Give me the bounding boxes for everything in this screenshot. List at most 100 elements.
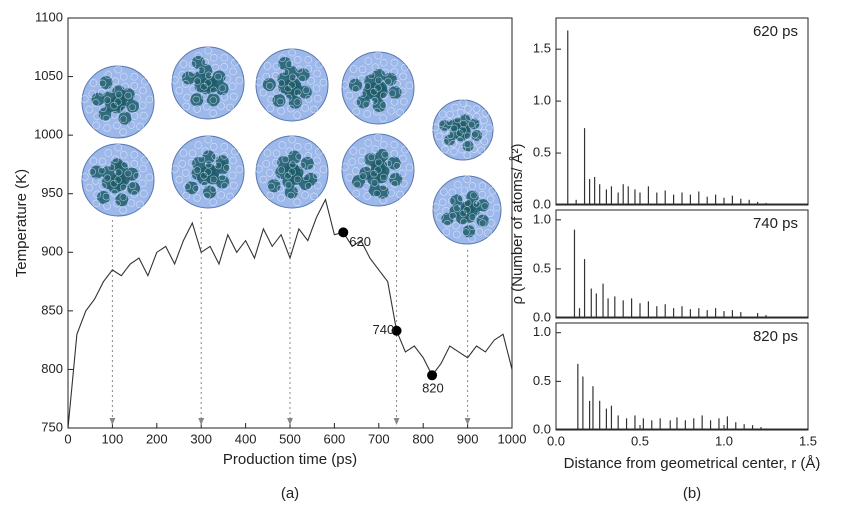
- cluster-atom: [278, 141, 287, 149]
- cluster-atom: [293, 142, 302, 151]
- cluster-atom: [229, 156, 237, 165]
- cluster-atom: [349, 147, 358, 155]
- cluster-atom: [387, 189, 395, 197]
- annotation-label: 740: [373, 322, 395, 337]
- cluster-atom: [459, 209, 468, 218]
- cluster-atom: [218, 173, 227, 182]
- cluster-atom: [119, 105, 128, 114]
- cluster-atom: [298, 74, 307, 83]
- cluster-atom: [487, 219, 496, 227]
- cluster-atom: [449, 212, 457, 220]
- cluster-atom: [220, 142, 229, 151]
- cluster-atom: [229, 181, 238, 190]
- cluster-atom: [357, 74, 366, 83]
- cluster-atom: [124, 91, 133, 100]
- cluster-atom: [370, 96, 379, 105]
- cluster-atom: [200, 82, 208, 91]
- cluster-patch: [192, 157, 206, 170]
- cluster-atom: [121, 82, 130, 91]
- x-tick-label: 1.5: [799, 433, 817, 448]
- cluster-atom: [384, 159, 393, 168]
- cluster-atom: [480, 116, 488, 125]
- cluster-atom: [313, 156, 321, 165]
- y-tick-label: 900: [41, 244, 63, 259]
- cluster-image: [171, 46, 245, 120]
- annotation-label: 620: [349, 234, 371, 249]
- cluster-atom: [209, 96, 218, 104]
- cluster-atom: [485, 124, 493, 132]
- cluster-atom: [204, 46, 213, 55]
- cluster-atom: [357, 156, 366, 165]
- cluster-atom: [91, 177, 100, 185]
- cluster-atom: [265, 169, 274, 177]
- cluster-atom: [470, 145, 478, 153]
- cluster-atom: [188, 60, 197, 69]
- cluster-atom: [209, 185, 218, 193]
- cluster-atom: [459, 218, 468, 226]
- cluster-atom: [298, 161, 307, 170]
- cluster-atom: [99, 104, 107, 112]
- cluster-atom: [458, 145, 466, 154]
- cluster-atom: [293, 88, 302, 97]
- cluster-atom: [450, 124, 458, 133]
- cluster-atom: [138, 101, 147, 110]
- cluster-atom: [235, 165, 244, 174]
- cluster-atom: [209, 175, 218, 184]
- cluster-atom: [276, 97, 285, 106]
- cluster-atom: [93, 112, 101, 121]
- y-tick-label: 0.0: [533, 309, 551, 324]
- cluster-atom: [379, 173, 388, 182]
- cluster-atom: [341, 81, 349, 89]
- cluster-atom: [399, 179, 408, 188]
- cluster-atom: [353, 180, 361, 189]
- x-axis-label: Distance from geometrical center, r (Å): [564, 455, 821, 472]
- cluster-patch: [359, 166, 373, 180]
- cluster-atom: [119, 115, 128, 123]
- cluster-atom: [133, 172, 141, 180]
- cluster-patch: [127, 181, 141, 195]
- cluster-atom: [471, 130, 479, 139]
- cluster-atom: [287, 104, 295, 113]
- cluster-atom: [401, 63, 409, 72]
- cluster-atom: [481, 202, 489, 210]
- cluster-patch: [203, 185, 217, 199]
- cluster-atom: [182, 191, 191, 200]
- cluster-atom: [288, 48, 297, 57]
- cluster-atom: [104, 71, 113, 79]
- cluster-atom: [304, 182, 313, 190]
- cluster-patch: [449, 127, 461, 139]
- cluster-atom: [139, 164, 147, 173]
- cluster-atom: [128, 181, 137, 190]
- cluster-patch: [284, 65, 298, 79]
- cluster-atom: [315, 147, 323, 156]
- cluster-atom: [119, 193, 128, 201]
- cluster-atom: [393, 162, 401, 170]
- cluster-atom: [374, 158, 383, 167]
- cluster-atom: [442, 207, 450, 215]
- cluster-atom: [214, 72, 223, 81]
- cluster-image: [431, 175, 502, 245]
- cluster-atom: [453, 115, 462, 124]
- y-tick-label: 800: [41, 361, 63, 376]
- cluster-atom: [460, 186, 469, 195]
- cluster-atom: [266, 104, 275, 113]
- cluster-atom: [379, 183, 388, 191]
- cluster-atom: [302, 173, 311, 182]
- cluster-atom: [452, 221, 460, 230]
- cluster-atom: [362, 100, 371, 109]
- cluster-patch: [449, 205, 462, 218]
- cluster-atom: [478, 190, 487, 199]
- cluster-atom: [463, 105, 472, 113]
- cluster-atom: [288, 135, 297, 144]
- cluster-atom: [211, 152, 220, 161]
- y-tick-label: 0.5: [533, 144, 551, 159]
- cluster-atom: [398, 169, 407, 178]
- cluster-atom: [315, 60, 323, 69]
- cluster-atom: [486, 209, 494, 217]
- cluster-atom: [455, 129, 464, 137]
- cluster-atom: [281, 68, 290, 77]
- x-tick-label: 900: [457, 431, 479, 446]
- cluster-atom: [374, 133, 383, 142]
- panel-label: 820 ps: [753, 328, 798, 345]
- cluster-atom: [390, 140, 399, 149]
